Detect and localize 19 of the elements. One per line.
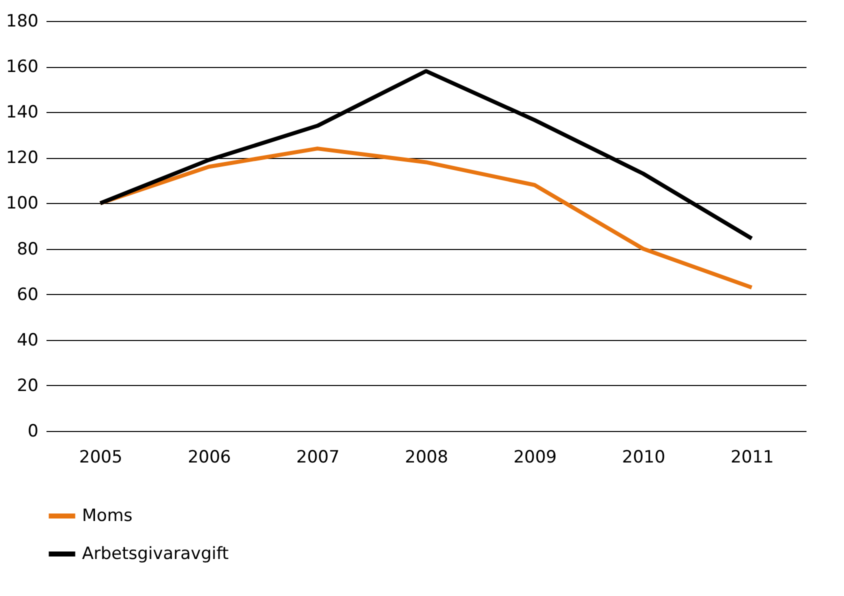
- legend-label: Arbetsgivaravgift: [82, 544, 230, 564]
- x-tick-label: 2007: [296, 448, 340, 468]
- legend-label: Moms: [82, 506, 133, 526]
- x-tick-label: 2006: [188, 448, 231, 468]
- y-tick-label: 120: [6, 148, 38, 168]
- y-tick-label: 100: [6, 194, 38, 214]
- x-tick-label: 2009: [513, 448, 557, 468]
- x-tick-label: 2011: [730, 448, 774, 468]
- y-tick-label: 80: [16, 239, 38, 260]
- y-tick-label: 180: [6, 12, 38, 32]
- y-tick-label: 60: [16, 284, 38, 305]
- x-tick-label: 2008: [404, 448, 448, 468]
- y-tick-label: 40: [16, 330, 38, 350]
- x-tick-label: 2005: [79, 448, 122, 468]
- y-tick-label: 140: [6, 102, 38, 123]
- y-tick-label: 160: [6, 57, 38, 78]
- y-tick-label: 20: [16, 376, 38, 396]
- x-tick-label: 2010: [622, 448, 666, 468]
- y-tick-label: 0: [28, 422, 38, 442]
